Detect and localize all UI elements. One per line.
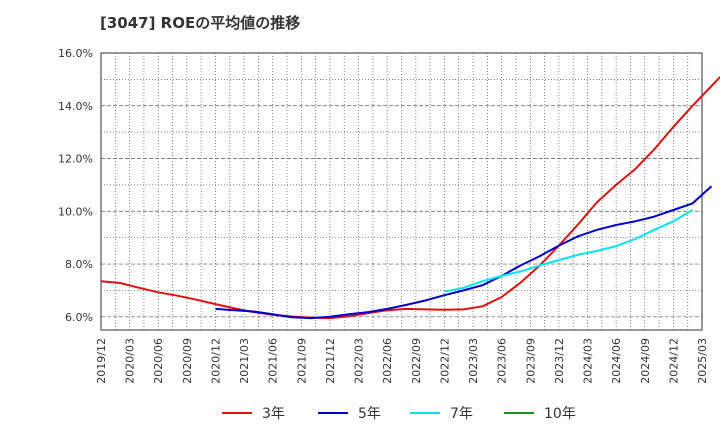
x-tick-label: 2023/09 xyxy=(524,338,537,384)
legend-label: 5年 xyxy=(358,406,381,422)
x-tick-label: 2024/06 xyxy=(610,338,623,384)
y-tick-label: 6.0% xyxy=(65,311,93,324)
x-tick-label: 2022/09 xyxy=(410,338,423,384)
x-tick-label: 2020/06 xyxy=(152,338,165,384)
legend-label: 3年 xyxy=(262,406,285,422)
x-tick-label: 2021/06 xyxy=(267,338,280,384)
legend-label: 10年 xyxy=(544,406,576,422)
x-tick-label: 2024/09 xyxy=(639,338,652,384)
y-tick-label: 10.0% xyxy=(58,205,93,218)
y-tick-label: 8.0% xyxy=(65,258,93,271)
y-tick-label: 14.0% xyxy=(58,100,93,113)
x-tick-label: 2024/12 xyxy=(667,338,680,384)
x-tick-label: 2019/12 xyxy=(95,338,108,384)
y-tick-label: 16.0% xyxy=(58,47,93,60)
chart-title: [3047] ROEの平均値の推移 xyxy=(100,14,301,32)
x-tick-label: 2022/06 xyxy=(381,338,394,384)
x-tick-label: 2022/12 xyxy=(438,338,451,384)
series-line xyxy=(444,209,694,293)
x-tick-label: 2020/12 xyxy=(209,338,222,384)
x-tick-label: 2023/12 xyxy=(553,338,566,384)
x-tick-label: 2021/03 xyxy=(238,338,251,384)
x-tick-label: 2023/03 xyxy=(467,338,480,384)
x-tick-label: 2025/03 xyxy=(696,338,709,384)
y-tick-label: 12.0% xyxy=(58,153,93,166)
x-tick-label: 2023/06 xyxy=(496,338,509,384)
x-tick-label: 2021/12 xyxy=(324,338,337,384)
x-tick-label: 2021/09 xyxy=(295,338,308,384)
x-tick-label: 2020/03 xyxy=(124,338,137,384)
legend-label: 7年 xyxy=(450,406,473,422)
x-tick-label: 2022/03 xyxy=(353,338,366,384)
x-tick-label: 2024/03 xyxy=(582,338,595,384)
series-line xyxy=(215,185,713,320)
x-tick-label: 2020/09 xyxy=(181,338,194,384)
series-line xyxy=(100,75,720,320)
